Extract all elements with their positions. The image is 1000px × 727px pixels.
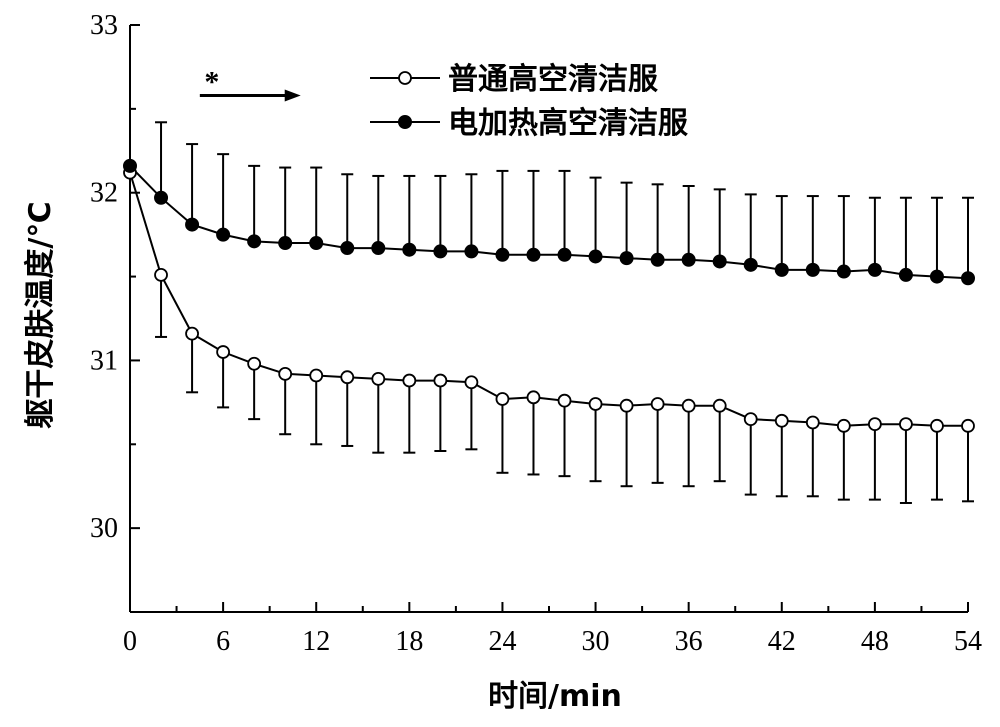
series-1-point — [774, 413, 789, 428]
series-points — [123, 158, 975, 433]
y-axis-title: 躯干皮肤温度/℃ — [23, 201, 58, 428]
series-1-point — [185, 326, 199, 341]
series-2-point — [247, 234, 262, 249]
series-2-point — [867, 262, 882, 277]
x-tick-label: 24 — [488, 626, 516, 657]
series-1-point — [867, 417, 882, 432]
series-2-point — [185, 217, 200, 232]
series-1-line — [129, 172, 968, 427]
x-tick-label: 6 — [216, 626, 230, 657]
legend: 普通高空清洁服 电加热高空清洁服 — [370, 62, 689, 141]
series-2-point — [650, 252, 665, 267]
x-tick-label: 54 — [954, 626, 982, 657]
series-2-point — [371, 241, 386, 256]
series-1-point — [464, 375, 479, 390]
series-2-point — [836, 264, 851, 279]
series-1-point — [402, 373, 417, 388]
series-2-point — [526, 247, 541, 262]
y-tick-label: 32 — [90, 178, 118, 209]
x-tick-label: 30 — [582, 626, 610, 657]
series-2-point — [402, 242, 417, 257]
legend-label-series-2: 电加热高空清洁服 — [448, 106, 689, 141]
significance-asterisk: * — [204, 65, 219, 98]
series-1-point — [681, 398, 696, 413]
legend-marker-series-1 — [398, 71, 412, 85]
series-2-point — [929, 269, 944, 284]
series-1-point — [340, 370, 355, 385]
series-2-point — [619, 251, 634, 266]
series-1-point — [961, 418, 975, 433]
series-2-line — [129, 165, 969, 280]
x-axis-title: 时间/min — [488, 679, 622, 714]
series-1-point — [278, 366, 293, 381]
series-2-point — [278, 236, 293, 251]
series-1-point — [495, 392, 510, 406]
series-1-point — [712, 398, 727, 413]
series-2-point — [154, 190, 169, 205]
series-2-point — [340, 241, 355, 256]
y-tick-label: 33 — [90, 10, 118, 41]
legend-entry-series-1: 普通高空清洁服 — [370, 62, 659, 97]
legend-label-series-1: 普通高空清洁服 — [448, 62, 659, 97]
series-2-point — [898, 267, 913, 282]
series-2-point — [681, 252, 696, 267]
legend-marker-series-2 — [398, 115, 412, 129]
series-1-point — [650, 397, 665, 411]
series-1-point — [805, 415, 820, 430]
series-1-point — [557, 393, 572, 408]
series-2-point — [464, 244, 479, 259]
axes: 0 6 12 18 24 30 36 42 48 54 30 31 32 33 — [90, 10, 982, 657]
legend-entry-series-2: 电加热高空清洁服 — [370, 106, 689, 141]
x-tick-label: 12 — [302, 626, 330, 657]
y-tick-label: 30 — [90, 513, 118, 544]
x-tick-label: 42 — [768, 626, 796, 657]
significance-annotation: * — [199, 65, 301, 102]
y-tick-label: 31 — [90, 345, 118, 376]
x-tick-label: 0 — [123, 626, 137, 657]
series-1-point — [588, 397, 603, 411]
series-1-point — [899, 417, 913, 432]
series-1-point — [371, 371, 386, 386]
series-1-point — [309, 368, 324, 383]
x-tick-label: 36 — [675, 626, 703, 657]
series-1-point — [619, 398, 634, 413]
error-bars — [155, 121, 974, 504]
series-2-point — [309, 236, 324, 251]
series-2-point — [774, 262, 789, 277]
series-2-point — [433, 244, 448, 259]
series-2-point — [557, 247, 572, 262]
x-tick-label: 48 — [861, 626, 889, 657]
series-1-point — [154, 267, 168, 282]
series-1-point — [836, 418, 851, 433]
series-2-point — [805, 262, 820, 277]
series-1-point — [743, 412, 758, 427]
series-2-point — [712, 254, 727, 269]
series-2-point — [216, 227, 231, 242]
series-2-point — [495, 247, 510, 262]
series-2-point — [961, 271, 975, 286]
series-1-point — [526, 390, 541, 405]
significance-arrowhead — [284, 89, 301, 102]
series-1-point — [433, 373, 448, 388]
series-1-point — [247, 356, 262, 371]
series-2-point — [743, 257, 758, 272]
series-lines — [129, 165, 969, 427]
series-1-point — [930, 418, 944, 433]
series-1-point — [216, 345, 231, 359]
series-2-point — [123, 158, 137, 173]
x-tick-label: 18 — [395, 626, 423, 657]
series-2-point — [588, 249, 603, 264]
